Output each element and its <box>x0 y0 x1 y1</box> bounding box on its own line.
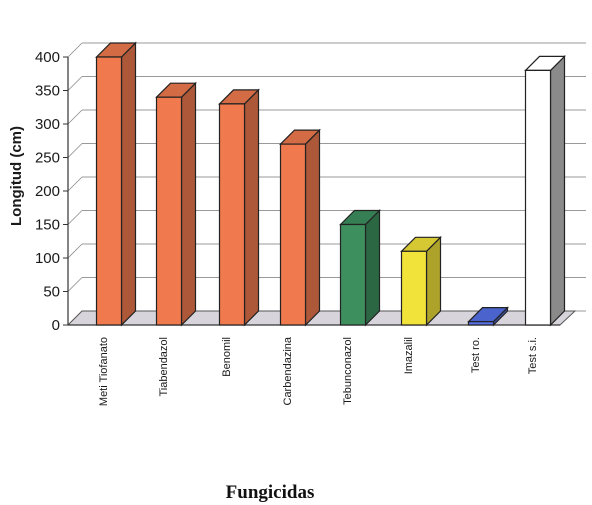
y-tick-label: 300 <box>35 116 60 133</box>
bar <box>400 235 442 327</box>
bar <box>524 54 566 327</box>
y-tick-labels: 0 50 100 150 200 250 300 350 400 <box>35 49 68 334</box>
y-tick-label: 200 <box>35 183 60 200</box>
bar-side <box>120 41 137 327</box>
x-tick-label: Test ro. <box>470 337 482 373</box>
bar-front <box>339 223 367 326</box>
bar <box>95 41 137 327</box>
x-tick-label: Tiabendazol <box>158 337 170 397</box>
x-tick-labels: Meti Tiofanato Tiabendazol Benomil Carbenda… <box>98 336 539 406</box>
bar <box>279 128 321 327</box>
bar-side <box>364 209 381 327</box>
y-tick-label: 350 <box>35 83 60 100</box>
gridline-side <box>67 210 83 225</box>
bar <box>155 81 197 327</box>
y-axis-label: Longitud (cm) <box>8 126 25 226</box>
gridline-side <box>67 109 83 125</box>
x-axis-label: Fungicidas <box>226 482 315 503</box>
bar-front <box>467 321 495 326</box>
bar <box>467 306 509 327</box>
bar-front <box>95 56 123 326</box>
bar-front <box>400 250 428 326</box>
bar <box>218 88 260 327</box>
gridline-side <box>67 42 83 58</box>
x-tick-label: Meti Tiofanato <box>98 337 110 406</box>
bar-side <box>549 54 566 327</box>
bar <box>339 209 381 327</box>
y-tick-label: 50 <box>43 284 60 301</box>
bars <box>95 41 566 327</box>
bar-side <box>425 235 442 327</box>
x-tick-label: Test s.i. <box>527 337 539 374</box>
bar-front <box>218 103 246 326</box>
y-tick-label: 250 <box>35 150 60 167</box>
bar-side <box>180 81 197 327</box>
gridline-side <box>67 243 83 259</box>
x-tick-label: Benomil <box>221 337 233 377</box>
x-tick-label: Imazalil <box>403 337 415 374</box>
gridline-side <box>67 176 83 192</box>
y-tick-label: 150 <box>35 217 60 234</box>
gridline-side <box>67 143 83 158</box>
y-tick-label: 0 <box>52 317 60 334</box>
x-tick-label: Carbendazina <box>282 336 294 405</box>
gridline-side <box>67 277 83 292</box>
bar-side <box>243 88 260 327</box>
y-tick-label: 400 <box>35 49 60 66</box>
bar-side <box>304 128 321 327</box>
bar-front <box>155 96 183 326</box>
x-tick-label: Tebunconazol <box>342 337 354 405</box>
y-tick-label: 100 <box>35 250 60 267</box>
bar-front <box>279 143 307 326</box>
gridline-side <box>67 76 83 91</box>
bar-front <box>524 69 552 326</box>
